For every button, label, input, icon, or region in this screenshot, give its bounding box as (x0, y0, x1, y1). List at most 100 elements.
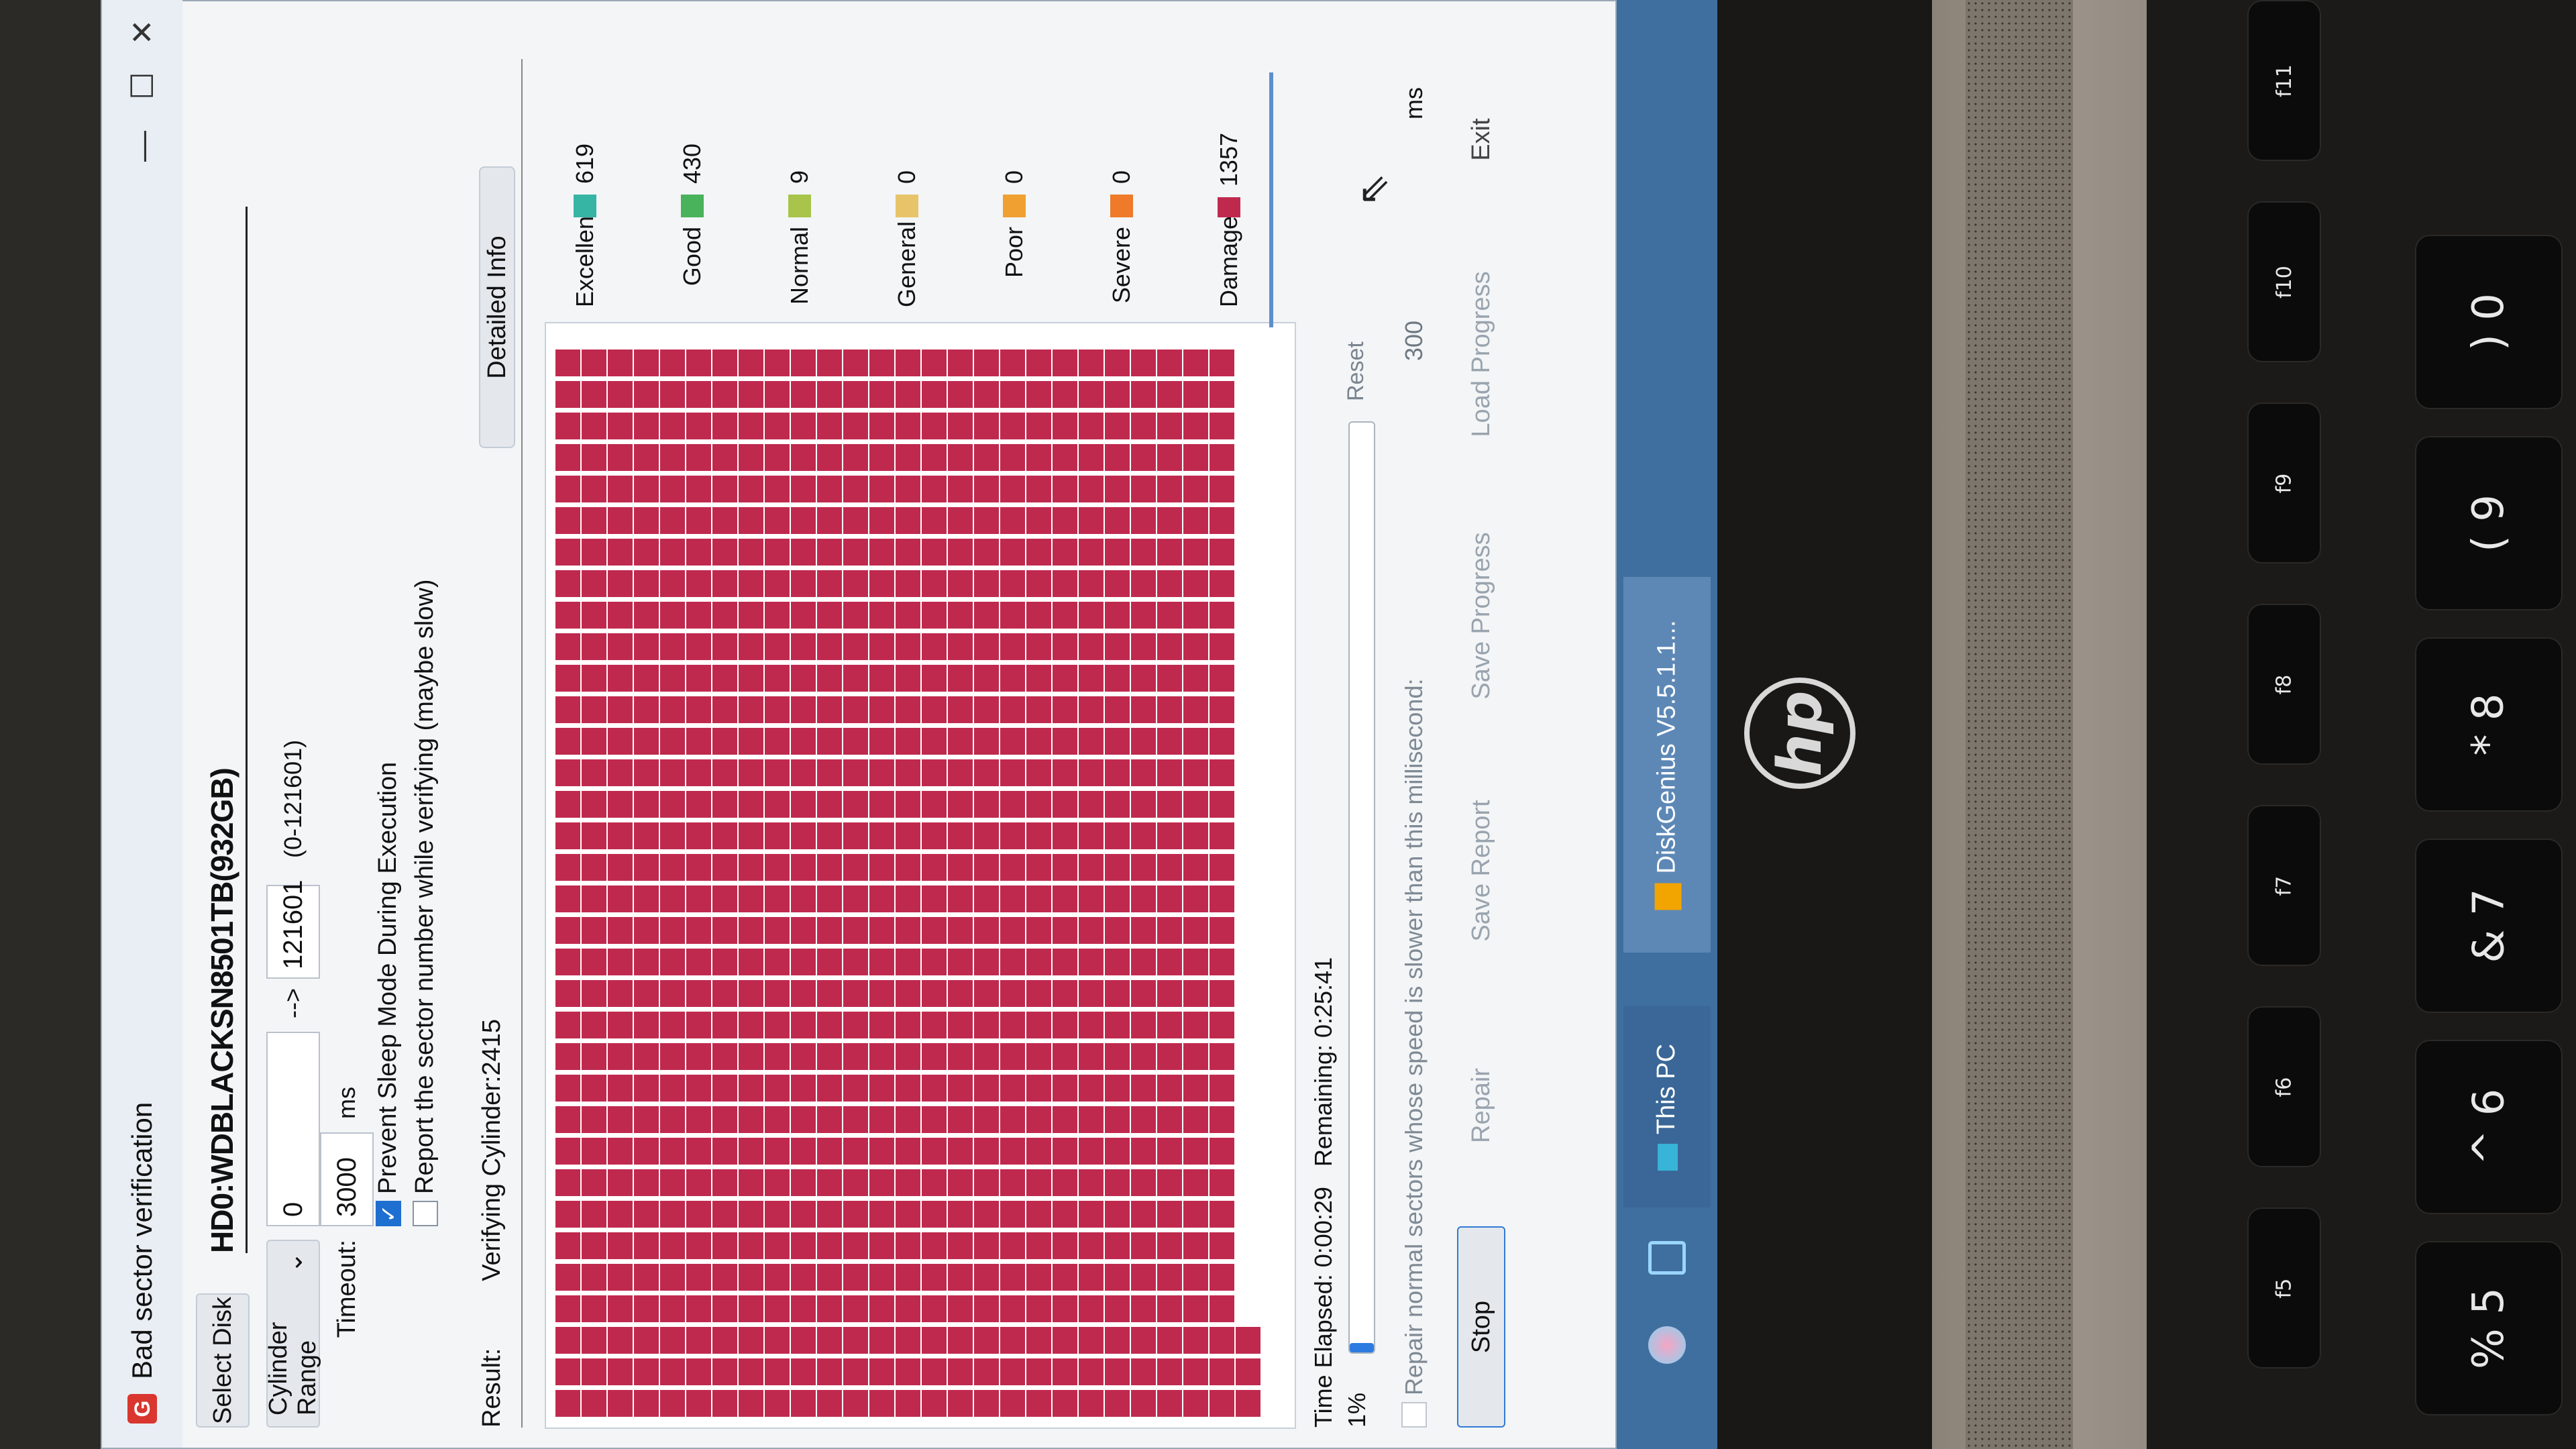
repair-threshold-value[interactable]: 300 (1400, 320, 1428, 361)
sector-cell (1053, 1358, 1077, 1385)
sector-cell (1079, 539, 1104, 566)
repair-option-checkbox[interactable] (1401, 1402, 1427, 1428)
sector-cell (843, 1201, 868, 1228)
sector-cell (896, 1138, 920, 1165)
sector-cell (1026, 1043, 1051, 1070)
sector-cell (948, 1043, 973, 1070)
sector-cell (922, 696, 947, 723)
sector-cell (948, 822, 973, 849)
sector-cell (1210, 1043, 1234, 1070)
sector-cell (1079, 949, 1104, 975)
sector-cell (686, 1075, 711, 1102)
sector-cell (869, 1043, 894, 1070)
sector-cell (1079, 791, 1104, 818)
sector-cell (843, 1043, 868, 1070)
sector-cell (686, 696, 711, 723)
sector-cell (660, 696, 685, 723)
legend-count: 9 (786, 170, 813, 184)
sector-cell (843, 413, 868, 439)
sector-cell (686, 539, 711, 566)
sector-cell (817, 1043, 842, 1070)
taskbar-this-pc[interactable]: This PC (1623, 1006, 1711, 1208)
sector-cell (739, 728, 763, 755)
cylinder-range-dropdown[interactable]: Cylinder Range ⌄ (264, 1240, 321, 1428)
sector-cell (1183, 1043, 1208, 1070)
sector-cell (843, 476, 868, 502)
time-elapsed-value: 0:00:29 (1309, 1187, 1337, 1268)
remaining-label: Remaining: (1309, 1044, 1337, 1167)
sector-cell (1079, 476, 1104, 502)
cylinder-end-field[interactable]: 121601 (266, 880, 320, 979)
sector-cell (1079, 822, 1104, 849)
sector-cell (896, 1232, 920, 1259)
sector-cell (896, 822, 920, 849)
sector-cell (922, 1232, 947, 1259)
sector-cell (1053, 570, 1077, 597)
timeout-field[interactable]: 3000 (320, 1132, 374, 1226)
sector-cell (582, 885, 606, 912)
start-icon[interactable] (1630, 1308, 1704, 1382)
sector-cell (634, 602, 659, 629)
report-sector-option[interactable]: Report the sector number while verifying… (411, 579, 439, 1226)
cylinder-start-field[interactable]: 0 (266, 1032, 320, 1226)
repair-button[interactable]: Repair (1466, 1068, 1495, 1143)
sector-cell (922, 980, 947, 1007)
sector-cell (1183, 633, 1208, 660)
detailed-info-tab[interactable]: Detailed Info (479, 166, 515, 448)
sector-cell (1210, 1327, 1234, 1354)
exit-button[interactable]: Exit (1466, 118, 1495, 161)
sector-cell (1000, 413, 1025, 439)
sector-cell (765, 728, 790, 755)
report-sector-checkbox[interactable] (412, 1201, 438, 1226)
prevent-sleep-option[interactable]: ✓ Prevent Sleep Mode During Execution (374, 762, 402, 1226)
sector-cell (1000, 602, 1025, 629)
sector-cell (555, 665, 580, 692)
save-progress-button[interactable]: Save Progress (1466, 532, 1495, 700)
sector-cell (1157, 1169, 1182, 1196)
sector-cell (739, 350, 763, 376)
hp-logo: hp (1744, 678, 1856, 789)
task-view-icon[interactable] (1630, 1221, 1704, 1295)
sector-cell (1105, 1169, 1130, 1196)
chevron-down-icon: ⌄ (279, 1252, 308, 1273)
prevent-sleep-checkbox[interactable]: ✓ (375, 1201, 401, 1226)
sector-cell (791, 1106, 816, 1133)
sector-cell (686, 1043, 711, 1070)
sector-cell (896, 917, 920, 944)
sector-cell (1105, 791, 1130, 818)
number-key: ) 0 (2415, 235, 2563, 409)
sector-cell (1157, 1264, 1182, 1291)
sector-cell (1210, 633, 1234, 660)
number-key: ( 9 (2415, 436, 2563, 610)
speed-slider[interactable] (1269, 72, 1273, 327)
maximize-button[interactable]: ☐ (125, 72, 160, 100)
laptop-screen: This PC DiskGenius V5.5.1.1... G Bad sec… (101, 0, 1717, 1449)
sector-cell (634, 1043, 659, 1070)
sector-cell (843, 1232, 868, 1259)
sector-cell (817, 665, 842, 692)
minimize-button[interactable]: — (125, 131, 160, 162)
reset-button[interactable]: Reset (1343, 341, 1368, 401)
sector-cell (869, 822, 894, 849)
sector-cell (1183, 381, 1208, 408)
sector-cell (896, 476, 920, 502)
sector-cell (582, 350, 606, 376)
sector-cell (1026, 570, 1051, 597)
sector-cell (1079, 570, 1104, 597)
repair-option[interactable]: Repair normal sectors whose speed is slo… (1400, 679, 1428, 1428)
sector-cell (1131, 980, 1156, 1007)
select-disk-button[interactable]: Select Disk (196, 1293, 250, 1428)
sector-cell (1131, 854, 1156, 881)
sector-cell (555, 413, 580, 439)
sector-cell (869, 444, 894, 471)
sector-cell (843, 1106, 868, 1133)
save-report-button[interactable]: Save Report (1466, 800, 1495, 942)
close-button[interactable]: ✕ (125, 19, 160, 46)
sector-cell (634, 476, 659, 502)
sector-cell (712, 507, 737, 534)
taskbar-diskgenius[interactable]: DiskGenius V5.5.1.1... (1623, 577, 1711, 953)
stop-button[interactable]: Stop (1457, 1226, 1505, 1428)
load-progress-button[interactable]: Load Progress (1466, 271, 1495, 437)
sector-cell (791, 854, 816, 881)
sector-cell (869, 1138, 894, 1165)
